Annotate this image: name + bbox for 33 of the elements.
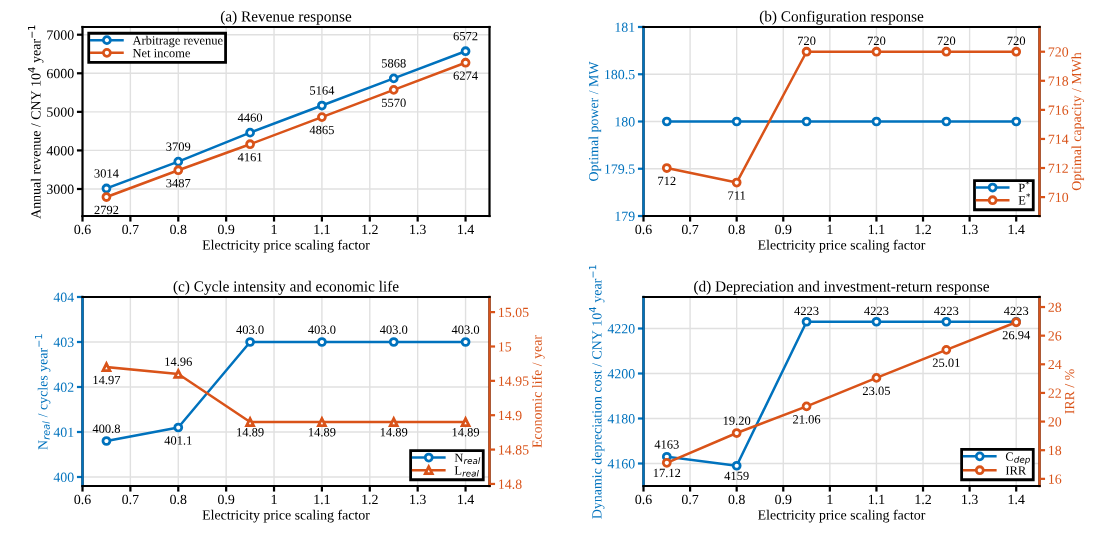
point — [460, 46, 471, 57]
point — [388, 85, 399, 95]
point — [871, 373, 882, 383]
point — [871, 46, 882, 57]
point — [731, 460, 742, 471]
point — [388, 337, 399, 347]
point — [661, 163, 672, 173]
point — [801, 316, 812, 327]
point — [941, 344, 952, 355]
point — [661, 457, 672, 468]
point — [801, 401, 812, 412]
point — [731, 177, 742, 188]
point — [941, 46, 952, 57]
point — [245, 139, 255, 150]
point — [1011, 46, 1022, 57]
point — [245, 127, 255, 138]
point — [173, 165, 184, 176]
point — [101, 436, 112, 446]
point — [101, 192, 112, 202]
point — [801, 46, 812, 57]
point — [871, 316, 882, 327]
point — [101, 183, 112, 194]
point — [731, 428, 742, 438]
point — [460, 57, 471, 68]
point — [173, 422, 184, 433]
point — [245, 337, 255, 347]
point — [317, 337, 327, 347]
point — [388, 73, 399, 84]
point — [460, 337, 471, 347]
point — [317, 112, 327, 122]
point — [317, 100, 327, 111]
point — [173, 156, 184, 167]
point — [941, 316, 952, 327]
